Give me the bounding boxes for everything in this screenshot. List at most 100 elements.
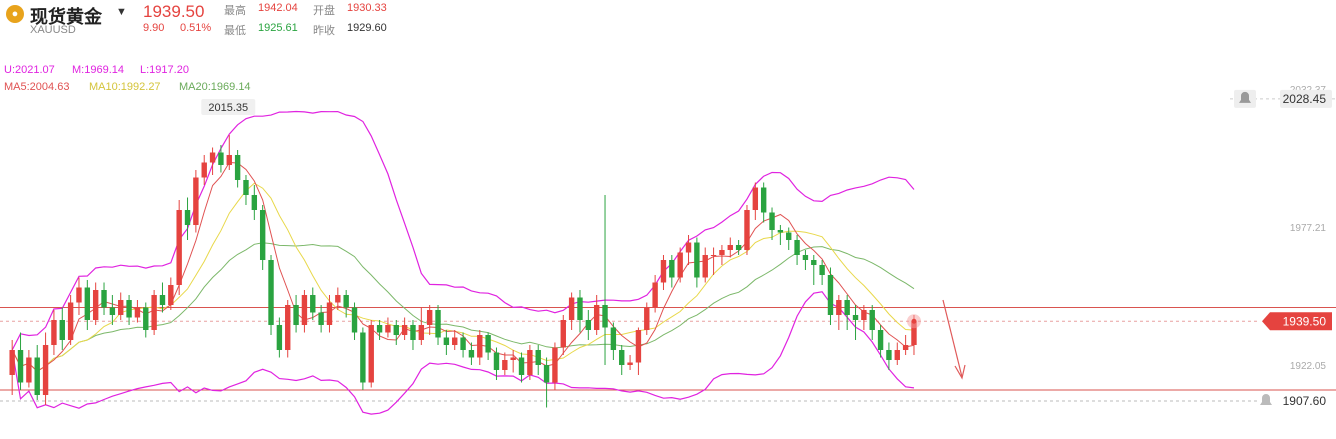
candle-body bbox=[568, 297, 575, 320]
candle-body bbox=[151, 295, 157, 330]
candle-body bbox=[794, 240, 800, 255]
candle-body bbox=[735, 245, 742, 250]
y-tick-1: 1977.21 bbox=[1290, 223, 1327, 234]
candle-body bbox=[218, 152, 224, 165]
candle-body bbox=[744, 210, 750, 250]
candle-body bbox=[126, 300, 132, 318]
candle-body bbox=[852, 315, 859, 320]
candle-body bbox=[752, 187, 759, 210]
candle-body bbox=[67, 302, 74, 340]
candle-body bbox=[134, 307, 141, 318]
candle-body bbox=[886, 350, 892, 360]
candle-body bbox=[710, 255, 717, 256]
prev-close-label: 昨收 bbox=[313, 25, 335, 37]
candle-body bbox=[769, 212, 775, 230]
ma20-line bbox=[11, 242, 915, 372]
candle-body bbox=[777, 230, 784, 233]
candle-body bbox=[502, 360, 508, 370]
projection-arrow-head bbox=[954, 364, 966, 380]
candle-body bbox=[17, 350, 24, 383]
prev-close-value: 1929.60 bbox=[347, 22, 387, 34]
candle-body bbox=[760, 187, 767, 213]
candle-body bbox=[118, 300, 124, 315]
upper-alert-tag: 2028.45 bbox=[1283, 92, 1327, 106]
bell-icon bbox=[1260, 394, 1272, 405]
current-price-tag-box bbox=[1262, 312, 1332, 331]
open-value: 1930.33 bbox=[347, 2, 387, 14]
candle-body bbox=[51, 320, 57, 345]
candle-body bbox=[518, 357, 525, 375]
candle-body bbox=[902, 345, 909, 350]
candle-body bbox=[510, 357, 516, 360]
candle-body bbox=[694, 242, 700, 278]
quote-header: ● 现货黄金 ▼ XAUUSD 1939.50 9.90 0.51% 最高 19… bbox=[0, 0, 1336, 40]
candle-body bbox=[485, 335, 491, 353]
candle-body bbox=[635, 330, 642, 363]
candle-body bbox=[543, 365, 550, 383]
candle-body bbox=[251, 195, 258, 210]
candle-body bbox=[827, 275, 834, 315]
boll-lower-line bbox=[11, 291, 915, 415]
candle-body bbox=[226, 155, 232, 165]
candle-body bbox=[360, 332, 366, 383]
candle-body bbox=[293, 305, 299, 325]
candle-body bbox=[443, 337, 450, 345]
candle-body bbox=[527, 350, 533, 375]
candle-body bbox=[343, 295, 349, 308]
candle-body bbox=[493, 352, 500, 370]
lower-alert-tag-box bbox=[1280, 392, 1332, 410]
candle-body bbox=[585, 320, 592, 330]
candle-body bbox=[861, 310, 867, 320]
boll-upper-line bbox=[11, 110, 915, 351]
candle-body bbox=[844, 300, 850, 315]
candle-body bbox=[727, 245, 733, 250]
candle-body bbox=[619, 350, 625, 365]
ma20-label: MA20:1969.14 bbox=[179, 81, 251, 93]
candle-body bbox=[468, 350, 475, 358]
low-value: 1925.61 bbox=[258, 22, 298, 34]
candle-body bbox=[602, 305, 608, 328]
candle-body bbox=[719, 250, 725, 255]
candle-body bbox=[101, 290, 107, 308]
candle-body bbox=[802, 255, 809, 260]
open-label: 开盘 bbox=[313, 5, 335, 17]
dropdown-caret-icon[interactable]: ▼ bbox=[116, 6, 127, 18]
candle-body bbox=[385, 325, 391, 333]
candle-body bbox=[452, 337, 458, 345]
candle-body bbox=[660, 260, 667, 283]
lower-alert-tag: 1907.60 bbox=[1283, 394, 1327, 408]
ma10-label: MA10:1992.27 bbox=[89, 81, 161, 93]
candle-body bbox=[593, 305, 600, 330]
candle-body bbox=[168, 285, 174, 305]
candle-body bbox=[92, 290, 99, 320]
candle-body bbox=[310, 295, 316, 313]
candle-body bbox=[393, 325, 399, 335]
price-change: 9.90 bbox=[143, 22, 165, 34]
candle-body bbox=[176, 210, 182, 285]
ma5-label: MA5:2004.63 bbox=[4, 81, 70, 93]
candle-body bbox=[259, 210, 266, 260]
boll-lower: L:1917.20 bbox=[140, 64, 189, 76]
candle-body bbox=[209, 152, 216, 163]
candle-body bbox=[435, 310, 441, 338]
candle-body bbox=[42, 345, 49, 395]
candle-body bbox=[76, 287, 82, 303]
candle-body bbox=[652, 282, 658, 308]
candle-body bbox=[26, 357, 32, 383]
candle-body bbox=[535, 350, 541, 365]
candle-body bbox=[819, 265, 825, 275]
candle-body bbox=[401, 325, 408, 335]
projection-arrow bbox=[942, 299, 963, 378]
instrument-name[interactable]: 现货黄金 bbox=[30, 7, 102, 27]
candle-body bbox=[84, 287, 91, 320]
candle-body bbox=[418, 325, 425, 340]
candle-body bbox=[234, 155, 241, 180]
high-label: 最高 bbox=[224, 5, 246, 17]
candle-body bbox=[836, 300, 842, 315]
candle-body bbox=[159, 295, 166, 305]
candle-body bbox=[301, 295, 308, 325]
candle-body bbox=[460, 337, 466, 350]
gold-logo-icon: ● bbox=[6, 5, 24, 23]
candle-body bbox=[368, 325, 374, 383]
